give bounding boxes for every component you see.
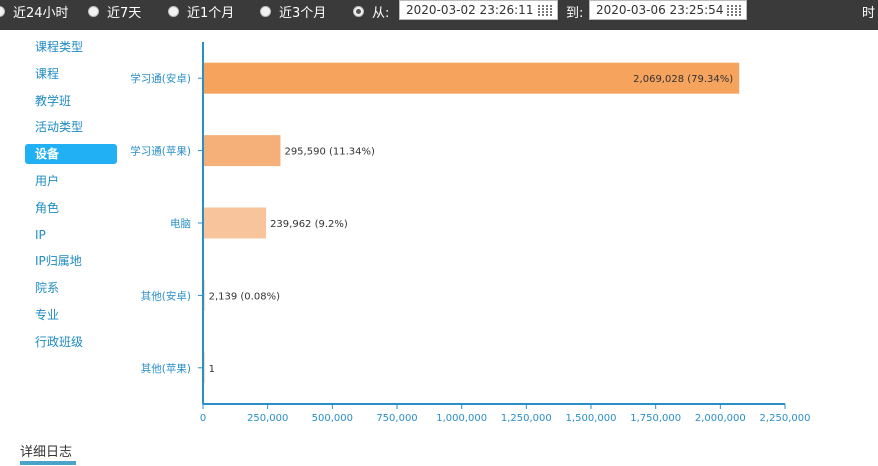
sidebar-item-10[interactable]: 专业: [35, 307, 60, 322]
x-tick-label: 0: [200, 413, 206, 424]
radio-icon: [168, 5, 179, 17]
to-date-input[interactable]: 2020-03-06 23:25:54: [589, 0, 747, 20]
calendar-icon[interactable]: [538, 4, 552, 16]
x-tick-label: 2,250,000: [760, 413, 811, 424]
custom-range-radio[interactable]: 从:: [353, 0, 389, 22]
from-date-value: 2020-03-02 23:26:11: [406, 3, 534, 17]
to-label: 到:: [566, 5, 584, 21]
bar-3: [204, 279, 205, 311]
sidebar-item-1[interactable]: 课程: [35, 66, 60, 81]
from-date-input[interactable]: 2020-03-02 23:26:11: [399, 0, 558, 20]
range-radio-1[interactable]: 近7天: [88, 0, 141, 22]
range-radio-3[interactable]: 近3个月: [260, 0, 326, 22]
radio-icon: [88, 5, 99, 17]
range-radio-0[interactable]: 近24小时: [0, 0, 69, 22]
category-label: 其他(苹果): [141, 362, 191, 375]
data-label: 2,139 (0.08%): [209, 291, 280, 302]
category-label: 其他(安卓): [141, 289, 191, 302]
sidebar-item-8[interactable]: IP归属地: [35, 254, 82, 269]
data-label: 295,590 (11.34%): [284, 147, 375, 158]
sidebar-item-7[interactable]: IP: [35, 227, 46, 242]
x-tick-label: 1,000,000: [436, 413, 487, 424]
dimension-sidebar: 课程类型课程教学班活动类型设备用户角色 IP IP归属地院系专业行政班级: [25, 37, 117, 359]
sidebar-item-4[interactable]: 设备: [25, 144, 117, 165]
from-label: 从:: [372, 5, 390, 21]
x-tick-label: 1,750,000: [630, 413, 681, 424]
category-label: 学习通(苹果): [130, 145, 191, 158]
tab-underline: [20, 461, 76, 465]
top-right-text: 时: [862, 5, 876, 21]
radio-icon: [0, 5, 5, 17]
time-range-bar: 近24小时 近7天 近1个月 近3个月 从: 2020-03-02 23:26:11 …: [0, 0, 878, 30]
sidebar-item-11[interactable]: 行政班级: [35, 334, 84, 349]
x-tick-label: 750,000: [376, 413, 417, 424]
calendar-icon[interactable]: [727, 4, 741, 16]
range-radio-label: 近24小时: [13, 5, 69, 21]
device-bar-chart: 0 250,000 500,000 750,000 1,000,000 1,250,000…: [130, 42, 811, 424]
x-tick-label: 1,250,000: [501, 413, 552, 424]
x-tick-label: 1,500,000: [566, 413, 617, 424]
sidebar-item-5[interactable]: 用户: [35, 173, 60, 188]
bar-2: [204, 207, 267, 239]
detail-log-tab[interactable]: 详细日志: [20, 445, 73, 460]
range-radio-label: 近1个月: [187, 5, 235, 21]
sidebar-item-0[interactable]: 课程类型: [35, 40, 84, 54]
bar-0: [204, 62, 740, 94]
range-radio-label: 近7天: [107, 5, 142, 21]
sidebar-item-6[interactable]: 角色: [35, 200, 60, 215]
x-tick-label: 2,000,000: [695, 413, 746, 424]
data-label: 239,962 (9.2%): [270, 219, 348, 230]
sidebar-item-3[interactable]: 活动类型: [35, 120, 84, 135]
x-tick-label: 250,000: [247, 413, 288, 424]
sidebar-item-2[interactable]: 教学班: [35, 93, 72, 108]
data-label: 1: [209, 364, 215, 375]
category-label: 学习通(安卓): [130, 72, 191, 85]
category-label: 电脑: [170, 217, 191, 230]
radio-checked-icon: [353, 5, 364, 17]
bar-1: [204, 135, 281, 167]
sidebar-item-9[interactable]: 院系: [35, 281, 60, 296]
x-tick-label: 500,000: [312, 413, 353, 424]
radio-icon: [260, 5, 271, 17]
to-date-value: 2020-03-06 23:25:54: [596, 3, 724, 17]
bar-4: [204, 352, 205, 384]
range-radio-2[interactable]: 近1个月: [168, 0, 234, 22]
range-radio-label: 近3个月: [279, 5, 327, 21]
data-label: 2,069,028 (79.34%): [633, 74, 733, 85]
